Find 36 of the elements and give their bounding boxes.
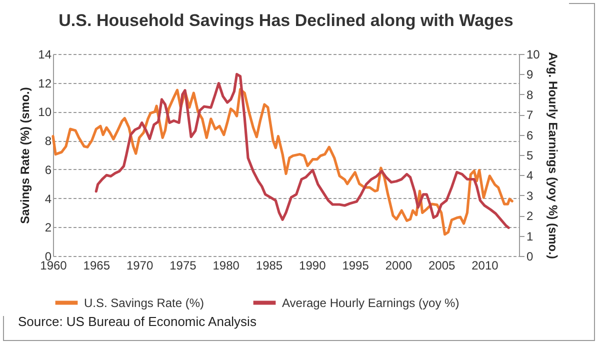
legend-label: Average Hourly Earnings (yoy %) <box>282 296 460 310</box>
source-note: Source: US Bureau of Economic Analysis <box>18 314 256 329</box>
y-tick-label: 10 <box>38 105 52 120</box>
x-tick-label: 1995 <box>342 258 370 272</box>
y2-tick-label: 9 <box>526 68 534 82</box>
y2-tick-label: 6 <box>526 128 534 142</box>
x-tick-label: 2000 <box>385 258 412 272</box>
chart-title: U.S. Household Savings Has Declined along with Wages <box>58 11 514 30</box>
legend-label: U.S. Savings Rate (%) <box>84 296 204 310</box>
x-tick-label: 1970 <box>126 258 154 272</box>
y2-axis-title: Avg. Hourly Earnings (yoy %) (smo.) <box>546 52 560 259</box>
x-tick-label: 2005 <box>428 258 456 272</box>
y-tick-label: 6 <box>44 162 52 177</box>
line-series <box>52 88 514 236</box>
y-tick-label: 12 <box>38 76 52 90</box>
y2-tick-label: 2 <box>526 209 534 224</box>
x-tick-label: 1965 <box>83 258 110 272</box>
y2-tick-label: 7 <box>526 108 534 122</box>
line-series <box>94 72 510 230</box>
y-axis-title: Savings Rate (%) (smo.) <box>18 87 32 224</box>
x-tick-label: 1975 <box>170 258 197 272</box>
y2-tick-label: 4 <box>526 168 534 183</box>
y2-tick-label: 5 <box>526 148 534 162</box>
x-tick-label: 1990 <box>299 258 326 272</box>
x-tick-label: 1985 <box>256 258 283 272</box>
y2-tick-label: 10 <box>526 48 540 62</box>
y-tick-label: 2 <box>44 220 52 235</box>
y-tick-label: 4 <box>44 192 52 206</box>
y-tick-label: 8 <box>44 134 52 148</box>
y-tick-label: 14 <box>38 48 52 62</box>
x-tick-label: 1980 <box>212 258 240 272</box>
y2-tick-label: 3 <box>526 188 534 203</box>
y2-tick-label: 0 <box>526 250 534 264</box>
y2-tick-label: 8 <box>526 88 534 102</box>
x-tick-label: 2010 <box>472 258 499 272</box>
y2-tick-label: 1 <box>526 229 534 244</box>
